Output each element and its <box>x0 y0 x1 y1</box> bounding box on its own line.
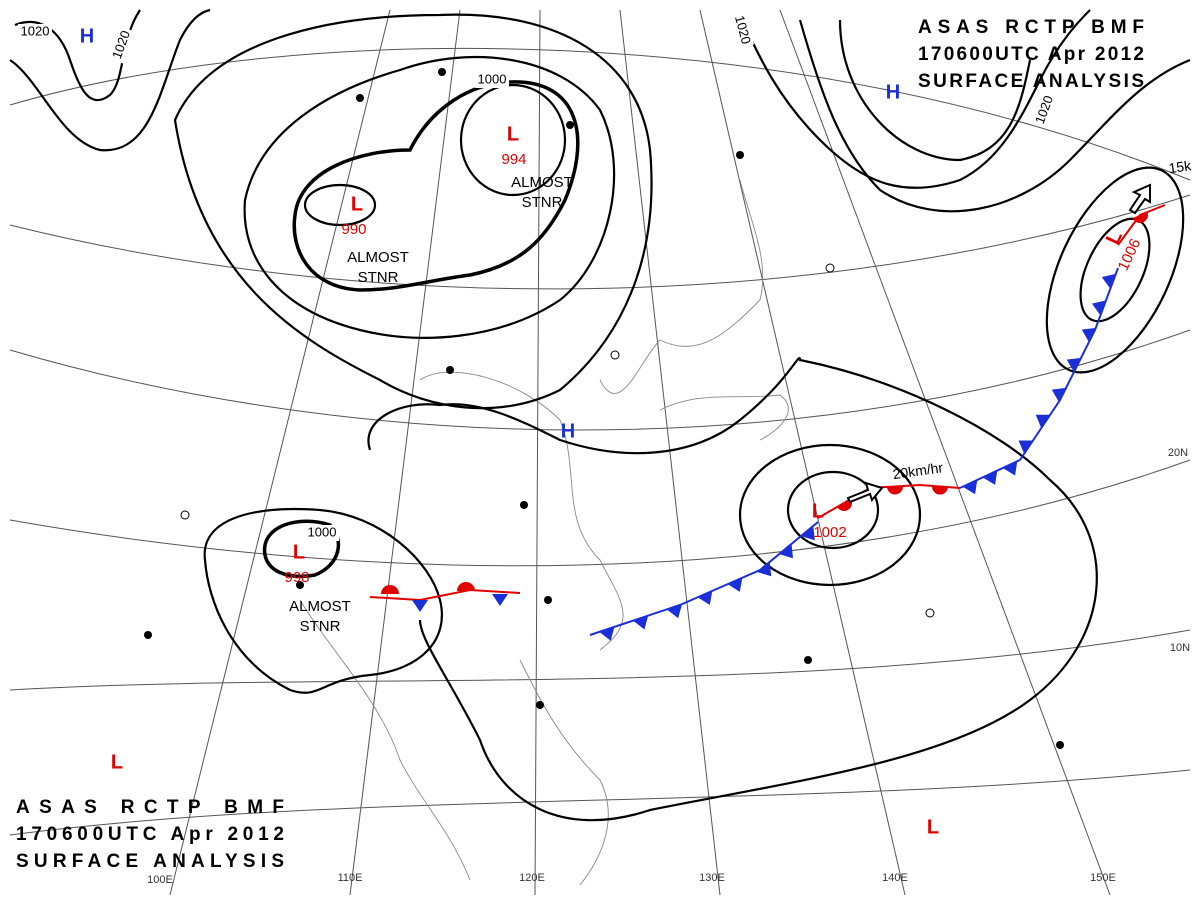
cold-front-symbol <box>633 615 649 630</box>
cold-front-symbol <box>412 600 428 612</box>
motion-arrow <box>846 481 884 504</box>
pressure-center: L <box>812 500 824 522</box>
graticule-label: 140E <box>882 872 908 884</box>
pressure-center: H <box>80 25 94 47</box>
fronts <box>369 183 1166 641</box>
cold-front-symbol <box>962 479 978 495</box>
pressure-center: L <box>111 751 123 773</box>
warm-front-symbol <box>381 585 399 594</box>
cold-front-symbol <box>1018 440 1034 454</box>
isobar-label-bg <box>1031 91 1059 129</box>
cold-front-symbol <box>1091 300 1106 316</box>
movement-status: STNR <box>522 194 563 211</box>
graticule-label: 130E <box>699 872 725 884</box>
movement-status: ALMOST <box>511 174 573 191</box>
pressure-center: L <box>507 123 519 145</box>
isobar-label: 1020 <box>21 23 50 38</box>
isobar-label: 1020 <box>732 14 754 46</box>
isobar-label: 1000 <box>308 524 337 539</box>
movement-status: ALMOST <box>289 598 351 615</box>
station-plots <box>144 68 1064 749</box>
movement-status: STNR <box>300 618 341 635</box>
cold-front-symbol <box>757 561 772 577</box>
cold-front-symbol <box>1101 273 1116 289</box>
graticule <box>9 9 1191 896</box>
central-pressure: 990 <box>341 221 366 238</box>
cold-front-symbol <box>599 626 615 641</box>
movement-status: STNR <box>358 269 399 286</box>
graticule-label: 120E <box>519 872 545 884</box>
graticule-label: 150E <box>1090 872 1116 884</box>
pressure-center: L <box>351 193 363 215</box>
central-pressure: 1002 <box>813 524 846 541</box>
motion-arrow <box>1128 183 1151 215</box>
warm-front-symbol <box>457 582 475 591</box>
cold-front-symbol <box>1035 414 1051 429</box>
warm-front-symbol <box>1132 212 1148 223</box>
isobar-label-bg <box>305 525 339 541</box>
movement-status: ALMOST <box>347 249 409 266</box>
warm-front-symbol <box>887 486 903 495</box>
cold-front-symbol <box>1081 327 1097 343</box>
isobar-label-bg <box>475 72 509 88</box>
isobar-label: 1000 <box>478 71 507 86</box>
cold-front-symbol <box>666 604 682 619</box>
cold-front-symbol <box>982 470 998 485</box>
graticule-label: 20N <box>1168 447 1188 459</box>
title-line: 170600UTC Apr 2012 <box>16 824 284 845</box>
cold-front-symbol <box>800 525 815 541</box>
graticule-label: 100E <box>147 874 173 886</box>
pressure-center: L <box>927 816 939 838</box>
cold-front-symbol <box>492 594 508 606</box>
cold-front-symbol <box>779 543 794 559</box>
motion-label: 20km/hr <box>892 459 945 482</box>
cold-front-symbol <box>727 577 743 592</box>
pressure-center: L <box>293 541 305 563</box>
isobar-label-bg <box>729 11 755 49</box>
isobar-label-bg <box>18 24 52 40</box>
motion-label: 15k <box>1168 157 1194 176</box>
isobars <box>9 8 1191 822</box>
graticule-label: 10N <box>1170 642 1190 654</box>
coastlines <box>299 179 789 886</box>
isobar-label-bg <box>108 26 136 64</box>
cold-front-symbol <box>1002 461 1018 476</box>
cold-front-symbol <box>1051 387 1067 403</box>
pressure-center: H <box>561 420 575 442</box>
warm-front-symbol <box>932 485 948 495</box>
central-pressure: 994 <box>501 151 526 168</box>
graticule-label: 110E <box>338 872 363 884</box>
warm-front-symbol <box>837 499 852 511</box>
pressure-center: H <box>886 81 900 103</box>
front-line <box>369 588 521 602</box>
cold-front-symbol <box>697 590 713 606</box>
title-line: 170600UTC Apr 2012 <box>918 44 1144 65</box>
central-pressure: 998 <box>284 569 309 586</box>
cold-front-symbol <box>1066 357 1082 373</box>
